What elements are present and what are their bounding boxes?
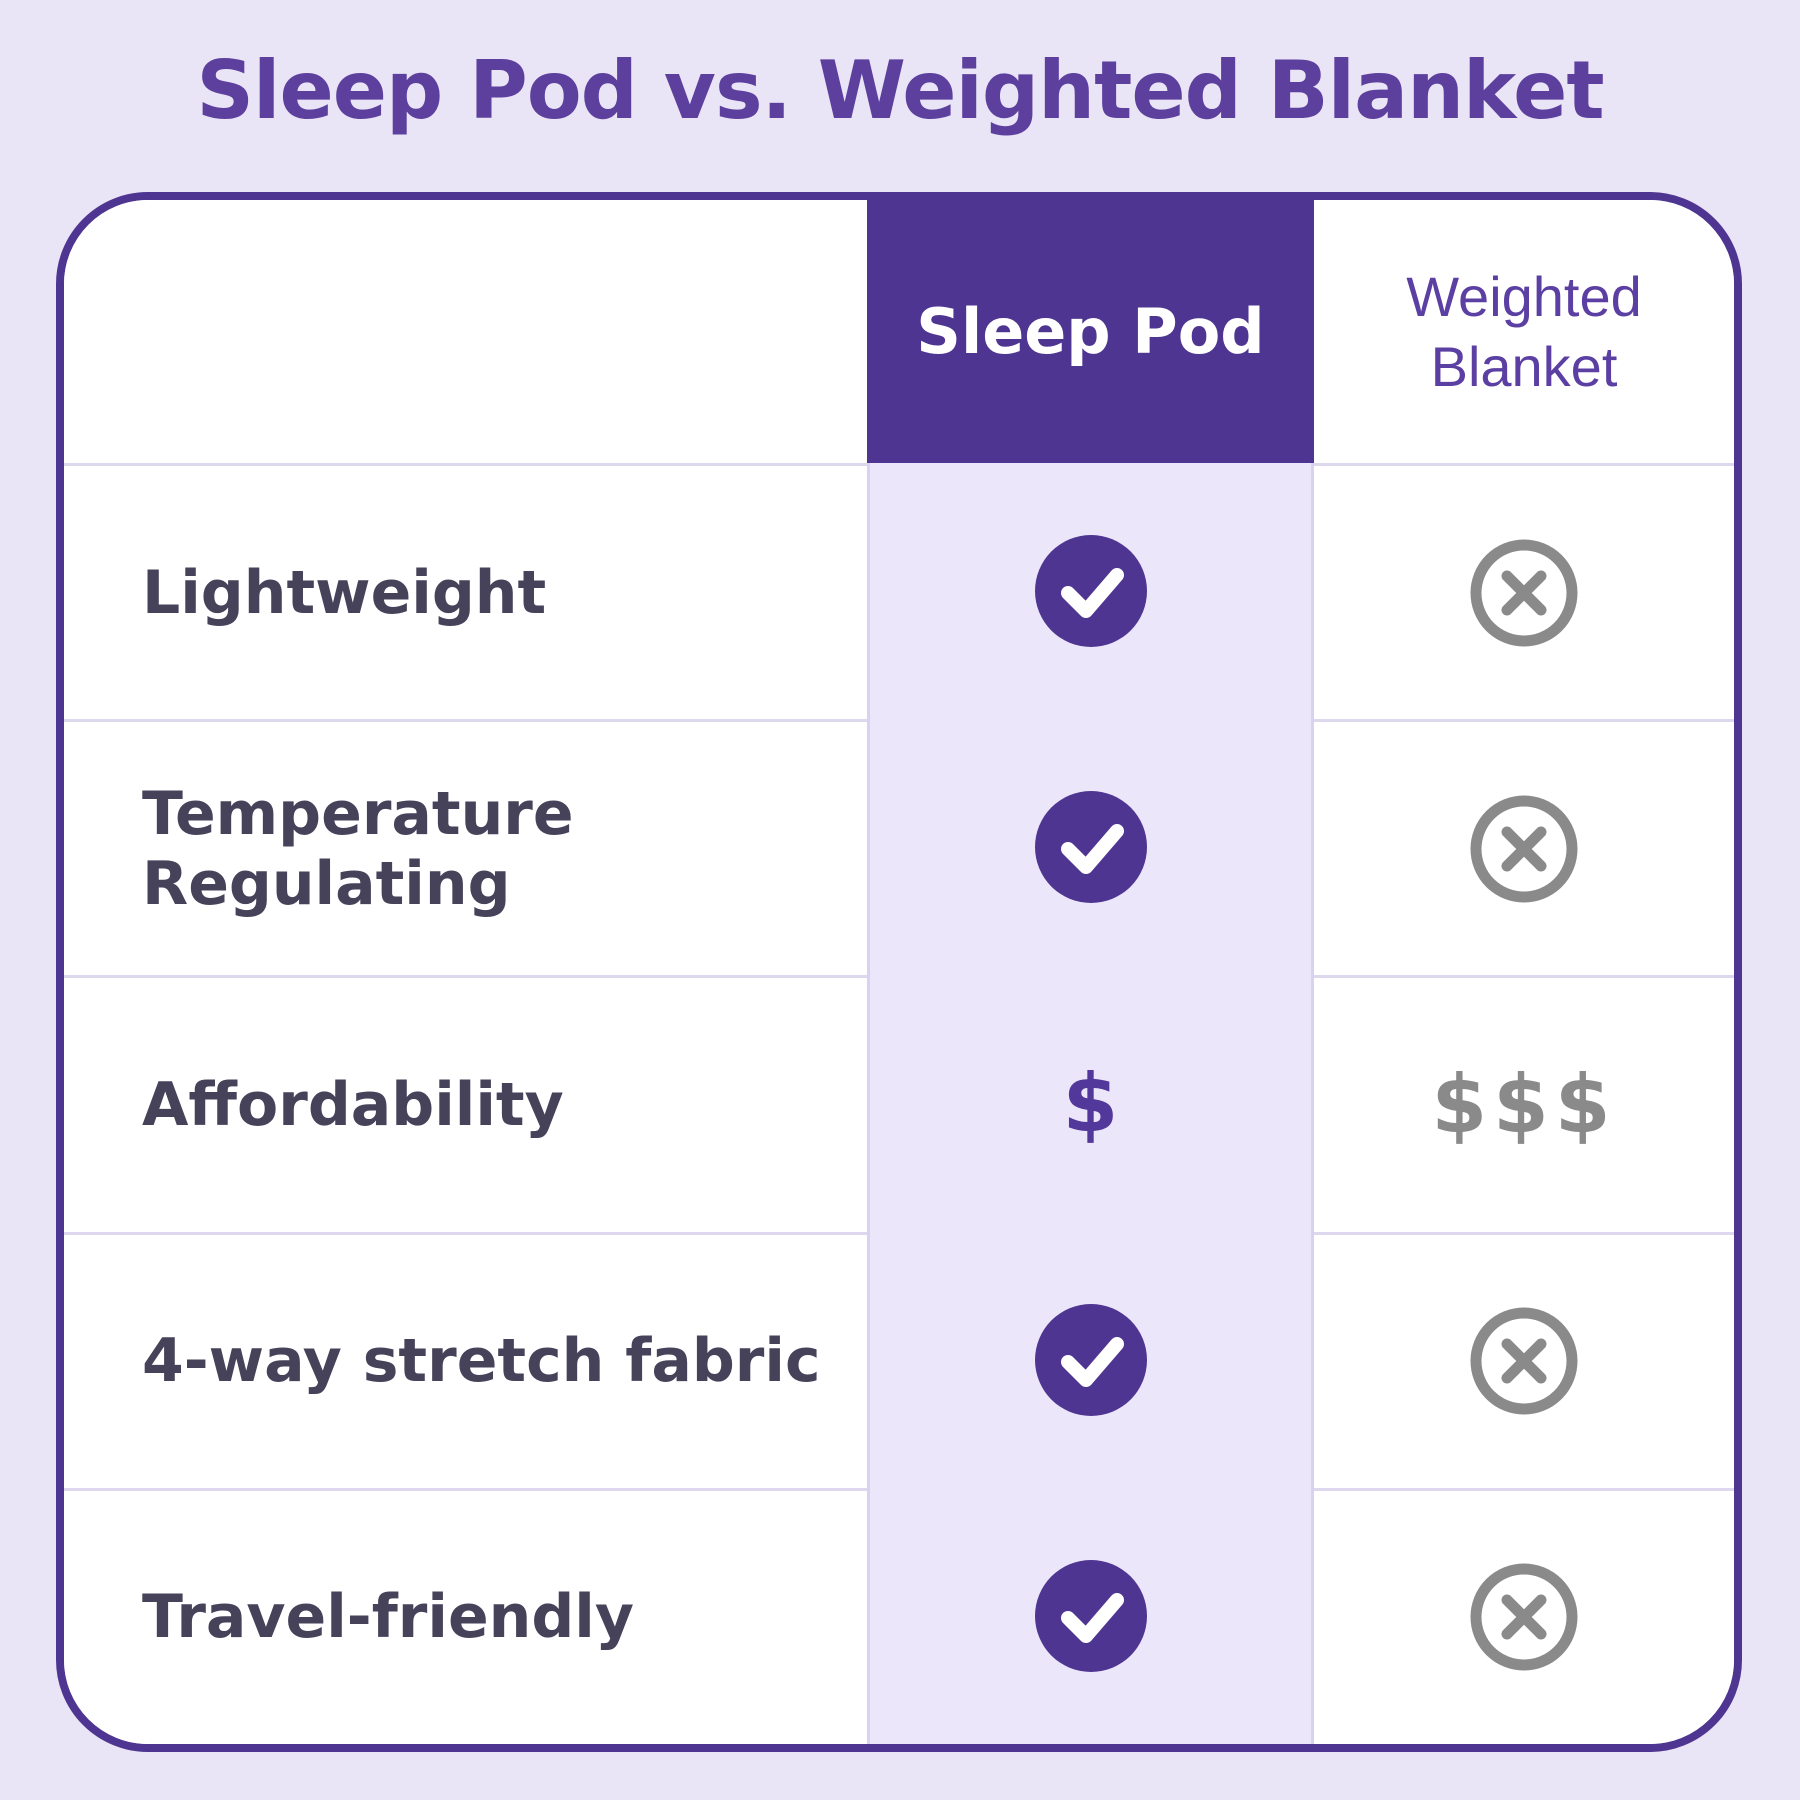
check-icon [1034, 535, 1147, 648]
x-icon [1468, 537, 1580, 649]
sleep_pod-value-cell [867, 1231, 1314, 1488]
feature-label: Affordability [64, 975, 867, 1232]
feature-label: 4-way stretch fabric [64, 1231, 867, 1488]
header-cell-weighted-blanket: Weighted Blanket [1314, 200, 1734, 463]
weighted_blanket-value-cell [1314, 1487, 1734, 1744]
price-indicator: $$$ [1431, 1058, 1617, 1152]
feature-label: Temperature Regulating [64, 719, 867, 976]
check-icon [1034, 1303, 1147, 1416]
feature-label: Lightweight [64, 463, 867, 720]
weighted-blanket-column-title: Weighted Blanket [1406, 264, 1642, 398]
comparison-table: Sleep Pod Weighted Blanket Lightweight T… [56, 192, 1742, 1752]
weighted_blanket-value-cell [1314, 463, 1734, 720]
check-icon [1034, 1559, 1147, 1672]
weighted_blanket-value-cell: $$$ [1314, 975, 1734, 1232]
header-cell-blank [64, 200, 867, 463]
sleep-pod-column-title: Sleep Pod [916, 295, 1265, 368]
weighted_blanket-value-cell [1314, 719, 1734, 976]
check-icon [1034, 791, 1147, 904]
price-indicator: $ [1062, 1056, 1119, 1150]
sleep_pod-value-cell [867, 1487, 1314, 1744]
weighted_blanket-value-cell [1314, 1231, 1734, 1488]
x-icon [1468, 793, 1580, 905]
x-icon [1468, 1561, 1580, 1673]
sleep_pod-value-cell: $ [867, 975, 1314, 1232]
sleep_pod-value-cell [867, 463, 1314, 720]
sleep_pod-value-cell [867, 719, 1314, 976]
header-cell-sleep-pod: Sleep Pod [867, 200, 1314, 463]
page-title: Sleep Pod vs. Weighted Blanket [196, 44, 1604, 137]
feature-label: Travel-friendly [64, 1487, 867, 1744]
x-icon [1468, 1305, 1580, 1417]
